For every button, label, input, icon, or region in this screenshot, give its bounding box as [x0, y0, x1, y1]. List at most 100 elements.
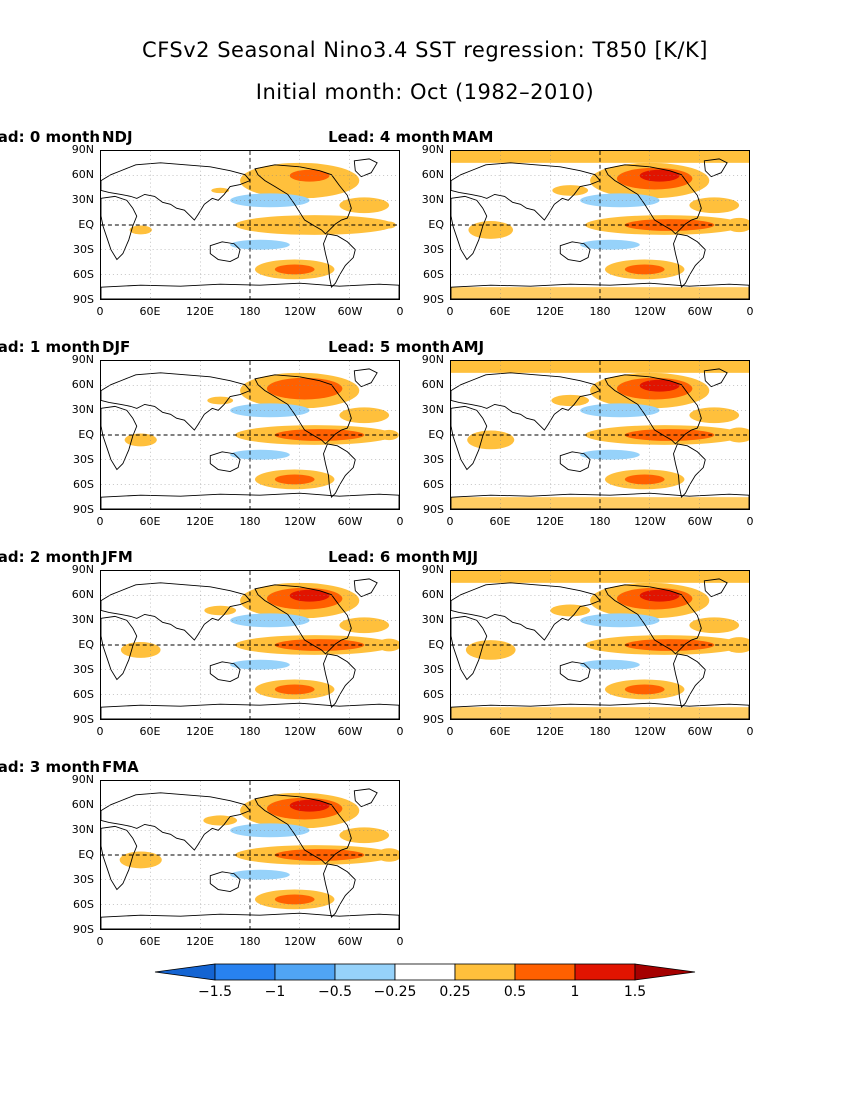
lat-tick-label: 60N: [71, 378, 94, 391]
lon-tick-label: 60W: [687, 515, 713, 528]
lon-tick-label: 0: [96, 515, 104, 528]
lat-tick-label: 60N: [421, 378, 444, 391]
anomaly-shading: [689, 617, 740, 634]
lat-tick-label: EQ: [428, 638, 444, 651]
lon-tick-label: 60E: [489, 515, 511, 528]
lat-tick-label: 60S: [73, 898, 94, 911]
lat-tick-label: 90S: [423, 503, 444, 516]
anomaly-shading: [639, 589, 680, 602]
anomaly-shading: [274, 894, 315, 905]
lat-tick-label: 60N: [421, 588, 444, 601]
lon-tick-label: 0: [746, 305, 754, 318]
map-plot: [450, 570, 750, 720]
colorbar-tick-label: −1: [264, 984, 286, 1000]
lat-tick-label: 60S: [423, 478, 444, 491]
lat-tick-label: 30S: [73, 453, 94, 466]
anomaly-shading: [624, 264, 665, 275]
lat-tick-label: 60S: [73, 478, 94, 491]
panel-lead-label: Lead: 1 month: [0, 338, 100, 356]
panel-lead-label: Lead: 5 month: [328, 338, 450, 356]
lat-tick-label: EQ: [78, 848, 94, 861]
lat-tick-label: 60N: [71, 588, 94, 601]
lat-tick-label: 90N: [71, 563, 94, 576]
colorbar-tick-label: 1: [570, 984, 580, 1000]
colorbar-high-triangle: [634, 963, 696, 981]
panel-lead-label: Lead: 4 month: [328, 128, 450, 146]
lat-tick-label: EQ: [78, 218, 94, 231]
anomaly-shading: [211, 187, 230, 194]
lat-tick-label: 30N: [71, 193, 94, 206]
anomaly-shading: [204, 605, 237, 616]
lat-tick-label: 60N: [71, 168, 94, 181]
anomaly-shading: [552, 185, 589, 196]
colorbar-swatch: [334, 963, 396, 981]
lat-tick-label: 30N: [421, 193, 444, 206]
lon-tick-label: 0: [446, 305, 454, 318]
lon-tick-label: 0: [96, 725, 104, 738]
panel-season-label: AMJ: [452, 338, 485, 356]
anomaly-shading: [580, 613, 660, 628]
anomaly-shading: [339, 407, 390, 424]
anomaly-shading: [207, 396, 234, 405]
colorbar-swatch: [574, 963, 636, 981]
anomaly-shading: [289, 589, 330, 602]
anomaly-shading: [274, 264, 315, 275]
lon-tick-label: 180: [589, 305, 611, 318]
lon-tick-label: 0: [746, 725, 754, 738]
lat-tick-label: 30S: [423, 453, 444, 466]
map-plot: [100, 150, 400, 300]
lon-tick-label: 180: [239, 935, 261, 948]
lon-tick-label: 60E: [139, 725, 161, 738]
anomaly-shading: [580, 193, 660, 208]
map-plot: [100, 360, 400, 510]
lat-tick-label: EQ: [428, 218, 444, 231]
lat-tick-label: 60S: [73, 688, 94, 701]
lat-tick-label: 90N: [71, 353, 94, 366]
anomaly-shading: [274, 684, 315, 695]
lon-tick-label: 120W: [634, 305, 666, 318]
anomaly-shading: [119, 851, 162, 869]
anomaly-shading: [580, 659, 640, 670]
lat-tick-label: 90S: [73, 713, 94, 726]
colorbar-swatch: [274, 963, 336, 981]
panel-lead-label: Lead: 3 month: [0, 758, 100, 776]
anomaly-shading: [468, 221, 514, 239]
anomaly-shading: [689, 407, 740, 424]
panel-season-label: MAM: [452, 128, 494, 146]
lat-tick-label: 90N: [421, 353, 444, 366]
map-plot: [100, 570, 400, 720]
anomaly-shading: [230, 869, 290, 880]
lat-tick-label: 60N: [71, 798, 94, 811]
anomaly-shading: [339, 827, 390, 844]
lat-tick-label: 90S: [73, 293, 94, 306]
lon-tick-label: 180: [239, 305, 261, 318]
anomaly-shading: [451, 287, 749, 299]
lon-tick-label: 120W: [634, 725, 666, 738]
figure-subtitle: Initial month: Oct (1982–2010): [255, 80, 595, 104]
colorbar-tick-label: −1.5: [198, 984, 232, 1000]
lat-tick-label: 60S: [423, 688, 444, 701]
lon-tick-label: 60W: [687, 305, 713, 318]
anomaly-shading: [230, 823, 310, 838]
lat-tick-label: 30S: [73, 663, 94, 676]
colorbar-tick-label: 1.5: [623, 984, 647, 1000]
anomaly-shading: [339, 617, 390, 634]
lat-tick-label: 30S: [423, 663, 444, 676]
lon-tick-label: 0: [746, 515, 754, 528]
lon-tick-label: 180: [589, 515, 611, 528]
lon-tick-label: 60W: [337, 725, 363, 738]
lat-tick-label: 60N: [421, 168, 444, 181]
anomaly-shading: [689, 197, 740, 214]
colorbar: −1.5 −1 −0.5 −0.25 0.25 0.5 1 1.5: [150, 962, 700, 1002]
anomaly-shading: [467, 430, 515, 450]
lon-tick-label: 0: [446, 725, 454, 738]
lat-tick-label: 90N: [421, 563, 444, 576]
anomaly-shading: [624, 684, 665, 695]
anomaly-shading: [550, 604, 591, 617]
lat-tick-label: EQ: [428, 428, 444, 441]
anomaly-shading: [129, 225, 152, 235]
lon-tick-label: 120W: [284, 515, 316, 528]
lon-tick-label: 60W: [687, 725, 713, 738]
lat-tick-label: 30N: [71, 403, 94, 416]
lat-tick-label: 30N: [421, 613, 444, 626]
